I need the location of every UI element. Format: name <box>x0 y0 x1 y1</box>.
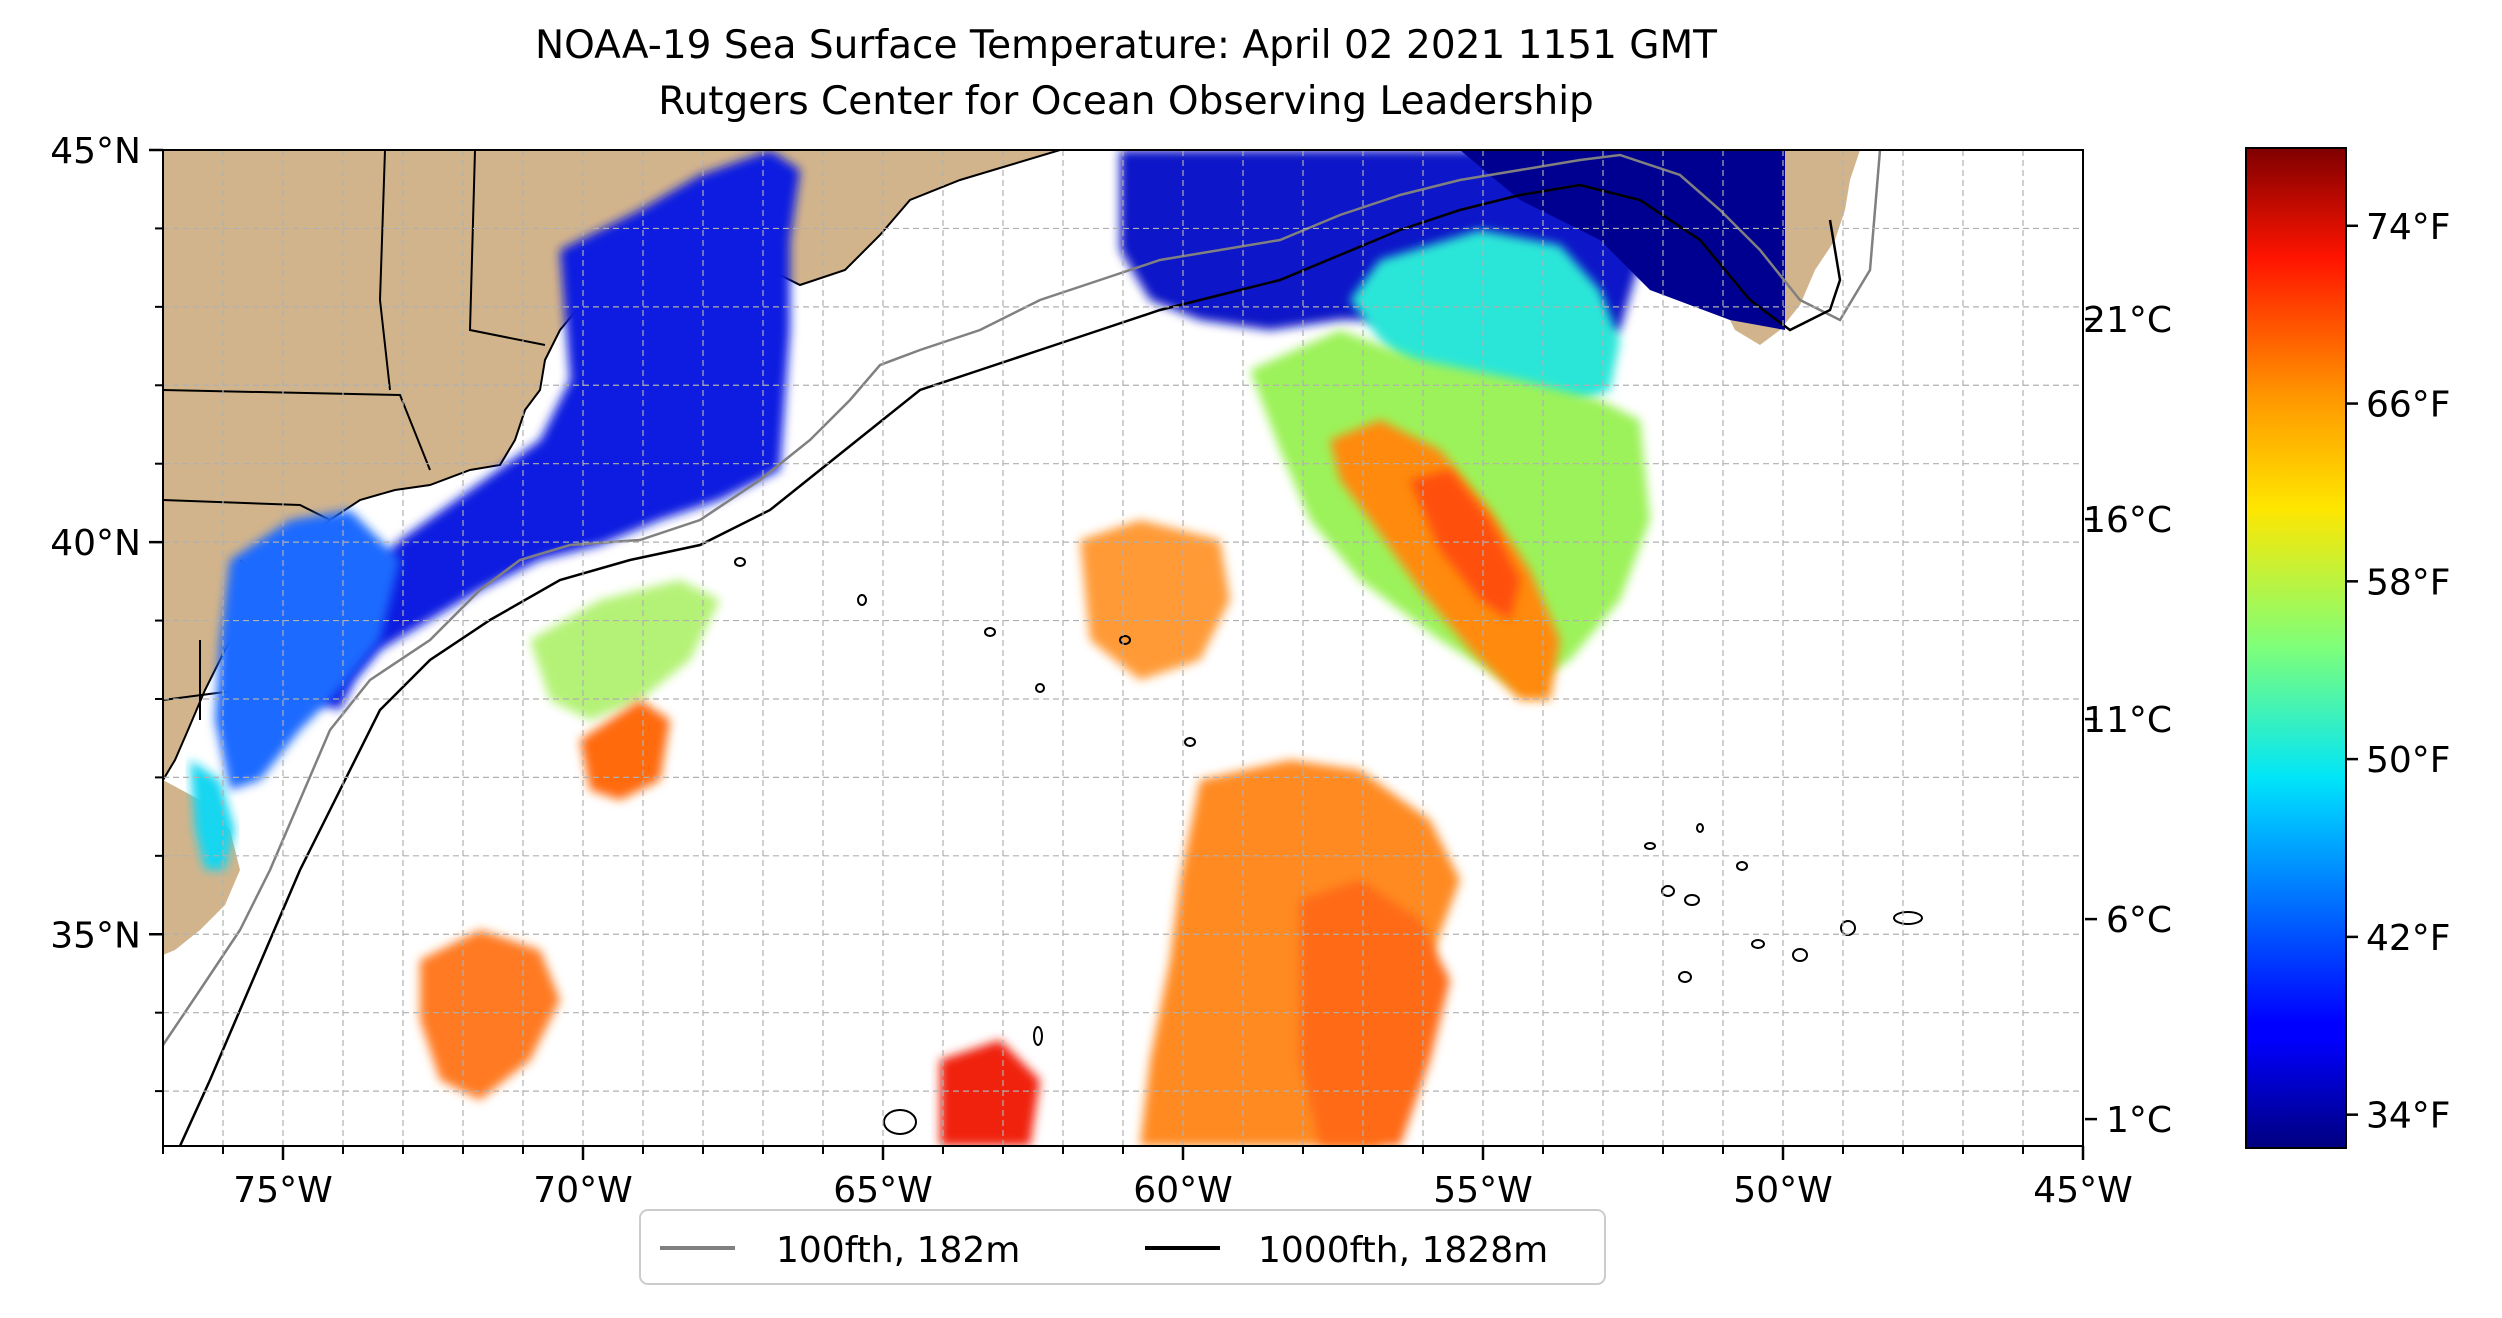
x-tick-label: 45°W <box>2033 1170 2132 1211</box>
colorbar-ticks: 34°F 42°F 50°F 58°F 66°F 74°F 1°C 6°C 11°C 16°C 21… <box>2083 207 2450 1141</box>
colorbar-gradient <box>2245 147 2347 1149</box>
chart-subtitle: Rutgers Center for Ocean Observing Leade… <box>658 79 1594 124</box>
sst-warm-core <box>1410 470 1520 620</box>
isobath-100fth <box>163 150 1882 1046</box>
isobath-1000fth <box>178 183 1842 1146</box>
sst-warm-scatter-center <box>1080 520 1230 680</box>
colorbar-f-label: 58°F <box>2366 562 2451 603</box>
legend-label-100fth: 100fth, 182m <box>776 1230 1020 1271</box>
legend-box <box>639 1209 1606 1285</box>
sst-chesapeake <box>190 760 235 870</box>
x-tick-label: 70°W <box>533 1170 632 1211</box>
sst-red-south <box>940 1040 1040 1146</box>
sst-warm-patch-west <box>580 700 670 800</box>
colorbar-f-label: 42°F <box>2366 918 2451 959</box>
colorbar-f-label: 34°F <box>2366 1096 2451 1137</box>
chart-title: NOAA-19 Sea Surface Temperature: April 0… <box>534 23 1718 68</box>
sst-cold-swath-gulf-of-maine <box>310 150 800 710</box>
x-tick-label: 50°W <box>1733 1170 1832 1211</box>
colorbar-c-label: 1°C <box>2106 1100 2172 1141</box>
colorbar-c-label: 11°C <box>2083 700 2172 741</box>
sst-scattered-mid <box>530 580 720 720</box>
colorbar-f-label: 66°F <box>2366 385 2451 426</box>
land-north-america <box>163 150 1060 780</box>
legend-label-1000fth: 1000fth, 1828m <box>1258 1230 1548 1271</box>
colorbar-c-label: 16°C <box>2083 500 2172 541</box>
map-axes: 75°W 70°W 65°W 60°W 55°W 50°W 45°W 35°N 40°N 45°N <box>50 131 2132 1211</box>
colorbar-c-label: 6°C <box>2106 900 2172 941</box>
sst-coastal-band <box>215 510 400 790</box>
x-tick-label: 65°W <box>833 1170 932 1211</box>
colorbar: 34°F 42°F 50°F 58°F 66°F 74°F 1°C 6°C 11°C 16°C 21… <box>2083 147 2451 1149</box>
colorbar-f-label: 50°F <box>2366 740 2451 781</box>
map-content <box>163 150 2083 1146</box>
sst-warm-southwest <box>420 930 560 1100</box>
colorbar-c-label: 21°C <box>2083 300 2172 341</box>
sst-data-swaths <box>190 150 1785 1146</box>
sst-warm-gulfstream-east <box>1330 420 1560 700</box>
x-tick-label: 55°W <box>1433 1170 1532 1211</box>
legend: 100fth, 182m 1000fth, 1828m <box>639 1209 1606 1285</box>
seamount-contours <box>734 557 1923 1135</box>
colorbar-f-label: 74°F <box>2366 207 2451 248</box>
y-tick-label: 40°N <box>50 523 141 564</box>
gridlines <box>163 150 2083 1146</box>
x-tick-label: 60°W <box>1133 1170 1232 1211</box>
x-tick-label: 75°W <box>233 1170 332 1211</box>
y-tick-label: 45°N <box>50 131 141 172</box>
y-tick-label: 35°N <box>50 915 141 956</box>
